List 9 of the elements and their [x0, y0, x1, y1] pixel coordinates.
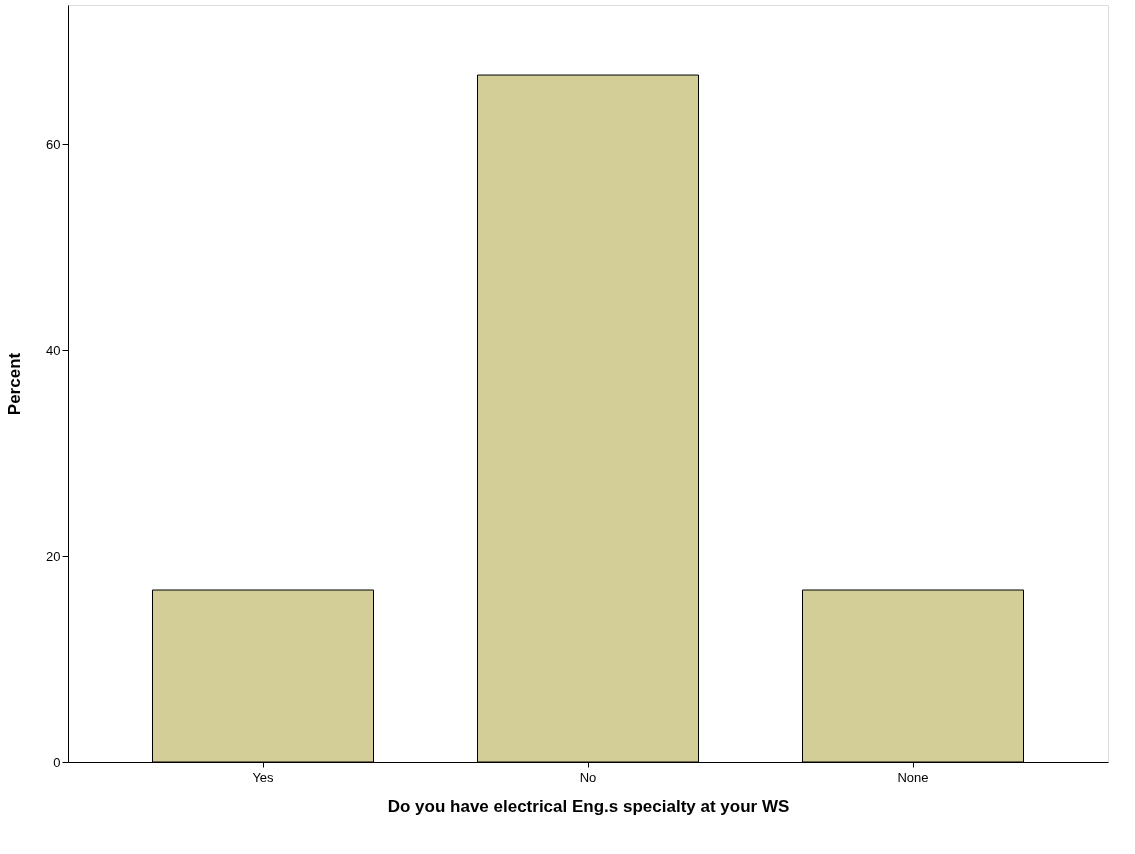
x-tick-label: Yes [252, 769, 275, 785]
x-axis-title: Do you have electrical Eng.s specialty at your WS [387, 796, 790, 816]
y-tick-label: 60 [46, 136, 61, 152]
y-tick-label: 0 [53, 754, 61, 770]
y-tick-label: 40 [46, 342, 61, 358]
y-tick-label: 20 [46, 548, 61, 564]
x-tick-label: None [897, 769, 929, 785]
y-axis-title: Percent [5, 352, 25, 416]
x-tick-label: No [579, 769, 597, 785]
